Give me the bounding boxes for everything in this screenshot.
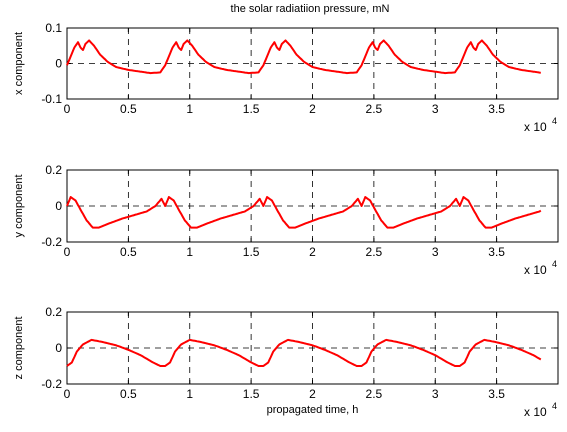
x-multiplier-base: x 10: [524, 120, 547, 134]
y-tick-label: 0.1: [45, 21, 62, 35]
y-tick-label: 0.2: [45, 305, 62, 319]
x-tick-label: 2.5: [366, 387, 383, 401]
x-tick-label: 2: [309, 245, 316, 259]
x-tick-label: 3: [432, 387, 439, 401]
x-multiplier-exponent: 4: [552, 116, 557, 126]
y-tick-label: 0: [55, 341, 62, 355]
x-tick-label: 0: [64, 102, 71, 116]
figure-title: the solar radiatiion pressure, mN: [231, 3, 390, 15]
x-tick-label: 2.5: [366, 245, 383, 259]
x-tick-label: 2: [309, 102, 316, 116]
x-multiplier-base: x 10: [524, 405, 547, 419]
x-tick-label: 2: [309, 387, 316, 401]
series-line: [66, 196, 542, 229]
y-axis-label: x component: [13, 32, 25, 95]
x-tick-label: 0.5: [120, 245, 137, 259]
x-tick-label: 0: [64, 245, 71, 259]
x-tick-label: 2.5: [366, 102, 383, 116]
x-tick-label: 0.5: [120, 102, 137, 116]
x-multiplier-exponent: 4: [552, 401, 557, 411]
x-tick-label: 1: [186, 102, 193, 116]
y-tick-label: 0: [55, 199, 62, 213]
series-line: [66, 39, 541, 75]
x-tick-label: 1: [186, 387, 193, 401]
x-tick-label: 1: [186, 245, 193, 259]
subplot-z-component: 0 0.5 1 1.5 2 2.5 3 3.5-0.200.2z componentpropa…: [13, 305, 559, 419]
y-tick-label: 0: [55, 57, 62, 71]
x-tick-label: 0: [64, 387, 71, 401]
y-axis-label: z component: [13, 317, 25, 380]
x-multiplier-base: x 10: [524, 263, 547, 277]
x-tick-label: 3.5: [488, 387, 505, 401]
y-tick-label: -0.2: [41, 235, 62, 249]
x-tick-label: 1.5: [243, 387, 260, 401]
x-tick-label: 1.5: [243, 102, 260, 116]
x-multiplier-exponent: 4: [552, 259, 557, 269]
series-line: [66, 338, 542, 367]
x-tick-label: 3: [432, 245, 439, 259]
y-axis-label: y component: [13, 175, 25, 238]
y-tick-label: -0.2: [41, 377, 62, 391]
y-tick-label: 0.2: [45, 163, 62, 177]
x-axis-label: propagated time, h: [267, 404, 359, 416]
x-tick-label: 3.5: [488, 102, 505, 116]
y-tick-label: -0.1: [41, 92, 62, 106]
x-tick-label: 0.5: [120, 387, 137, 401]
x-tick-label: 3.5: [488, 245, 505, 259]
x-tick-label: 3: [432, 102, 439, 116]
x-tick-label: 1.5: [243, 245, 260, 259]
